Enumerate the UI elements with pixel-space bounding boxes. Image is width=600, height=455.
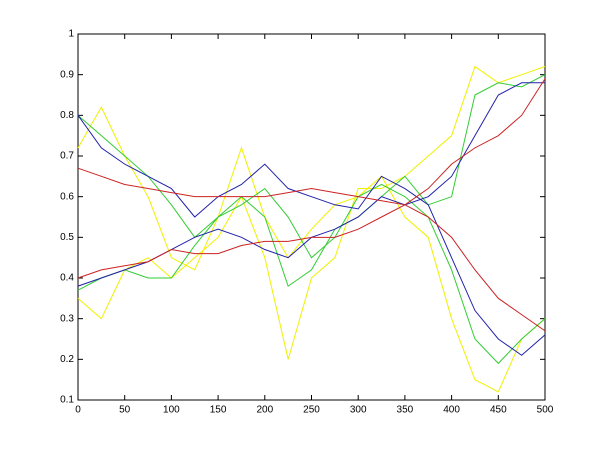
- series-line: [77, 65, 546, 360]
- x-tick-label: 50: [119, 405, 131, 416]
- series-line: [77, 106, 546, 393]
- series-line: [77, 78, 546, 279]
- y-tick-label: 0.3: [60, 313, 74, 324]
- series-line: [77, 114, 546, 365]
- x-tick-label: 400: [443, 405, 460, 416]
- x-tick-label: 0: [75, 405, 81, 416]
- x-tick-label: 500: [537, 405, 554, 416]
- x-tick-label: 150: [210, 405, 227, 416]
- series-line: [77, 115, 546, 356]
- x-tick-label: 200: [256, 405, 273, 416]
- y-tick-label: 1: [68, 29, 74, 40]
- y-tick-label: 0.2: [60, 354, 74, 365]
- y-tick-label: 0.8: [60, 110, 74, 121]
- x-tick-label: 250: [303, 405, 320, 416]
- x-tick-label: 450: [490, 405, 507, 416]
- y-tick-label: 0.7: [60, 151, 74, 162]
- y-tick-label: 0.9: [60, 69, 74, 80]
- x-tick-label: 300: [350, 405, 367, 416]
- y-tick-label: 0.1: [60, 395, 74, 406]
- series-line: [77, 74, 546, 291]
- series-line: [77, 167, 546, 332]
- x-tick-label: 100: [163, 405, 180, 416]
- x-tick-label: 350: [397, 405, 414, 416]
- y-tick-label: 0.5: [60, 232, 74, 243]
- y-tick-label: 0.6: [60, 191, 74, 202]
- y-tick-label: 0.4: [60, 273, 74, 284]
- axes-box: [77, 33, 546, 401]
